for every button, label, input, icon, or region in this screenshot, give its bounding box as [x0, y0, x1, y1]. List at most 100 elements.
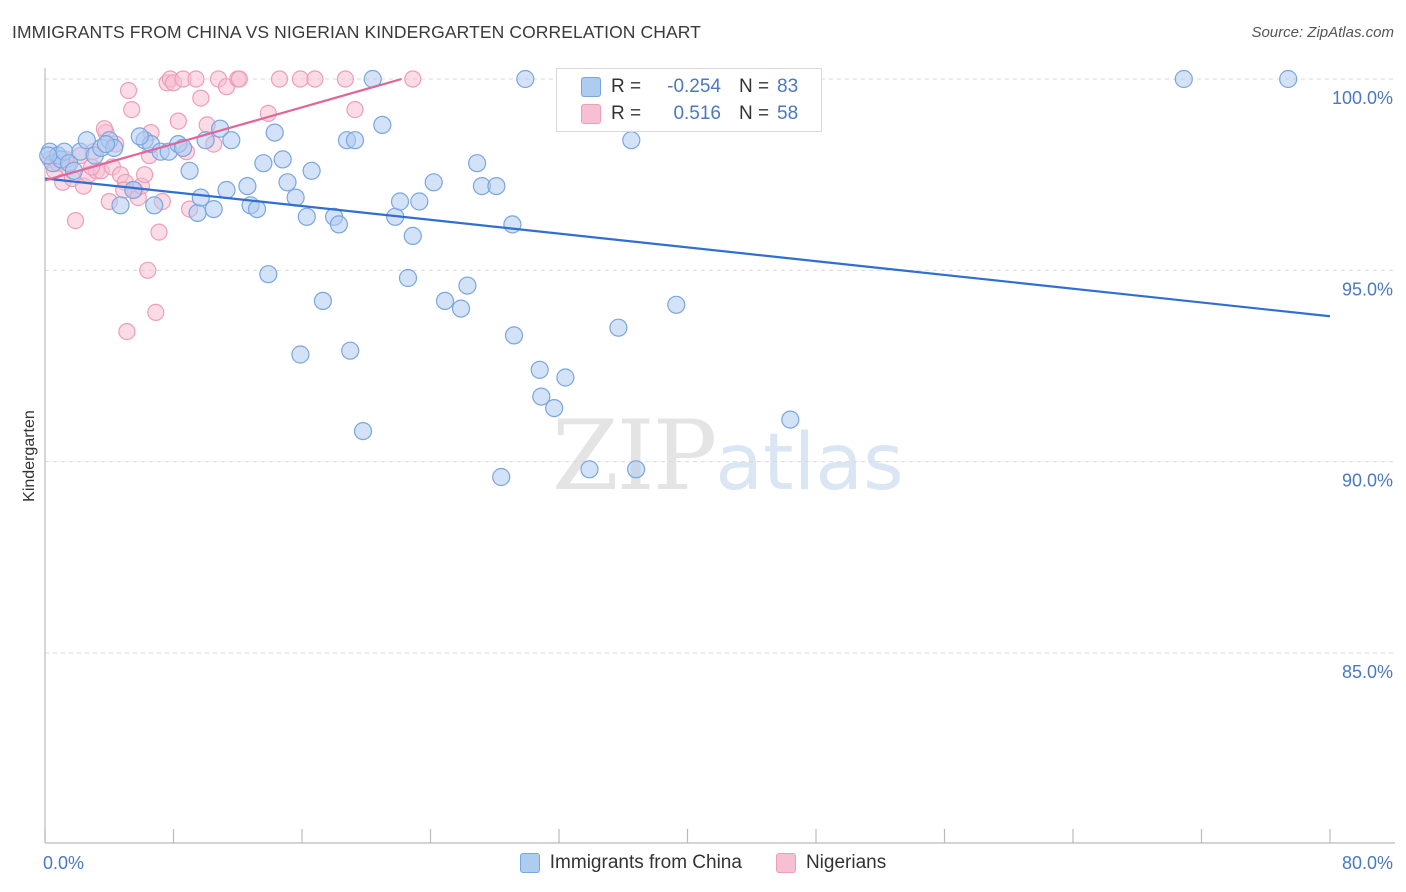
legend-row-nigeria: R = 0.516 N = 58 — [581, 101, 798, 127]
china-point — [516, 69, 535, 89]
china-point — [403, 226, 422, 245]
legend-item-china[interactable]: Immigrants from China — [519, 852, 742, 874]
china-point — [532, 387, 551, 406]
china-point — [373, 115, 392, 135]
china-point — [313, 291, 332, 310]
china-point — [180, 161, 199, 180]
china-point — [353, 422, 373, 441]
china-point — [302, 161, 321, 180]
china-point — [487, 177, 506, 196]
legend-label: Immigrants from China — [549, 852, 742, 873]
data-points — [39, 69, 1298, 487]
china-point — [273, 150, 292, 169]
n-value: 58 — [777, 103, 799, 124]
china-point — [503, 215, 522, 234]
n-label: N = — [739, 103, 770, 124]
r-label: R = — [611, 103, 642, 124]
legend-item-nigerians[interactable]: Nigerians — [775, 852, 887, 874]
nigeria-point — [336, 70, 354, 88]
nigeria-swatch — [581, 104, 601, 124]
china-point — [174, 138, 193, 157]
nigeria-point — [169, 112, 187, 130]
china-point — [204, 200, 223, 219]
china-point — [492, 467, 511, 487]
n-label: N = — [739, 76, 770, 97]
china-point — [329, 215, 348, 234]
china-point — [238, 177, 257, 196]
source-credit: Source: ZipAtlas.com — [1251, 24, 1394, 41]
nigeria-point — [123, 100, 141, 119]
china-point — [145, 196, 164, 215]
y-axis-label: Kindergarten — [21, 410, 38, 502]
china-point — [545, 399, 564, 418]
zipatlas-watermark: ZIPatlas — [552, 400, 904, 512]
china-point — [504, 326, 524, 345]
china-point — [626, 460, 646, 479]
china-point — [424, 173, 443, 192]
china-point — [247, 200, 267, 219]
china-point — [609, 318, 628, 337]
nigeria-point — [150, 223, 168, 241]
nigeria-point — [192, 89, 210, 107]
nigeria-point — [136, 166, 154, 184]
china-point — [77, 131, 96, 150]
nigeria-point — [119, 81, 138, 100]
china-point — [1279, 69, 1298, 89]
china-point — [254, 154, 273, 173]
x-tick-label: 80.0% — [1342, 853, 1393, 873]
watermark-zip: ZIP — [552, 400, 717, 512]
china-trend-line — [44, 177, 1331, 318]
nigeria-point — [291, 70, 309, 88]
china-point — [96, 135, 116, 154]
china-point — [341, 341, 360, 360]
y-tick-label: 100.0% — [1332, 88, 1393, 108]
china-point — [667, 295, 686, 314]
axes — [44, 68, 1395, 844]
china-point — [556, 368, 575, 387]
y-tick-label: 90.0% — [1342, 471, 1393, 491]
china-point — [297, 207, 316, 226]
china-point — [217, 180, 236, 200]
nigeria-point — [306, 70, 324, 88]
nigeria-point — [404, 70, 422, 88]
china-point — [451, 299, 471, 318]
nigeria-point — [346, 100, 364, 119]
china-point — [188, 203, 207, 222]
chart-title: IMMIGRANTS FROM CHINA VS NIGERIAN KINDER… — [12, 22, 701, 42]
china-point — [622, 131, 641, 150]
china-point — [291, 345, 310, 364]
n-value: 83 — [777, 76, 799, 97]
correlation-legend: R = -0.254 N = 83 R = 0.516 N = 58 — [556, 68, 822, 132]
trend-lines — [44, 77, 1331, 318]
nigeria-swatch — [775, 853, 796, 873]
r-value: 0.516 — [673, 103, 721, 124]
china-point — [781, 410, 800, 429]
r-value: -0.254 — [667, 76, 721, 97]
china-point — [468, 154, 487, 173]
nigeria-point — [230, 70, 248, 88]
gridlines — [45, 78, 1395, 654]
nigeria-point — [147, 303, 165, 321]
china-point — [191, 188, 210, 207]
nigeria-point — [139, 261, 157, 279]
nigeria-trend-line — [44, 77, 402, 182]
china-point — [124, 180, 143, 200]
nigeria-point — [118, 323, 136, 341]
y-tick-label: 95.0% — [1342, 279, 1393, 299]
y-tick-label: 85.0% — [1342, 662, 1393, 682]
r-label: R = — [611, 76, 642, 97]
china-point — [345, 131, 365, 150]
china-point — [398, 268, 418, 288]
series-legend: Immigrants from China Nigerians — [0, 852, 1406, 874]
china-point — [111, 196, 130, 215]
china-point — [278, 173, 297, 192]
legend-label: Nigerians — [805, 852, 887, 873]
x-tick-label: 0.0% — [43, 853, 84, 873]
china-point — [39, 146, 58, 165]
china-point — [259, 265, 278, 284]
china-point — [1174, 69, 1193, 89]
china-point — [530, 360, 549, 379]
china-point — [130, 127, 149, 146]
nigeria-point — [270, 70, 289, 88]
